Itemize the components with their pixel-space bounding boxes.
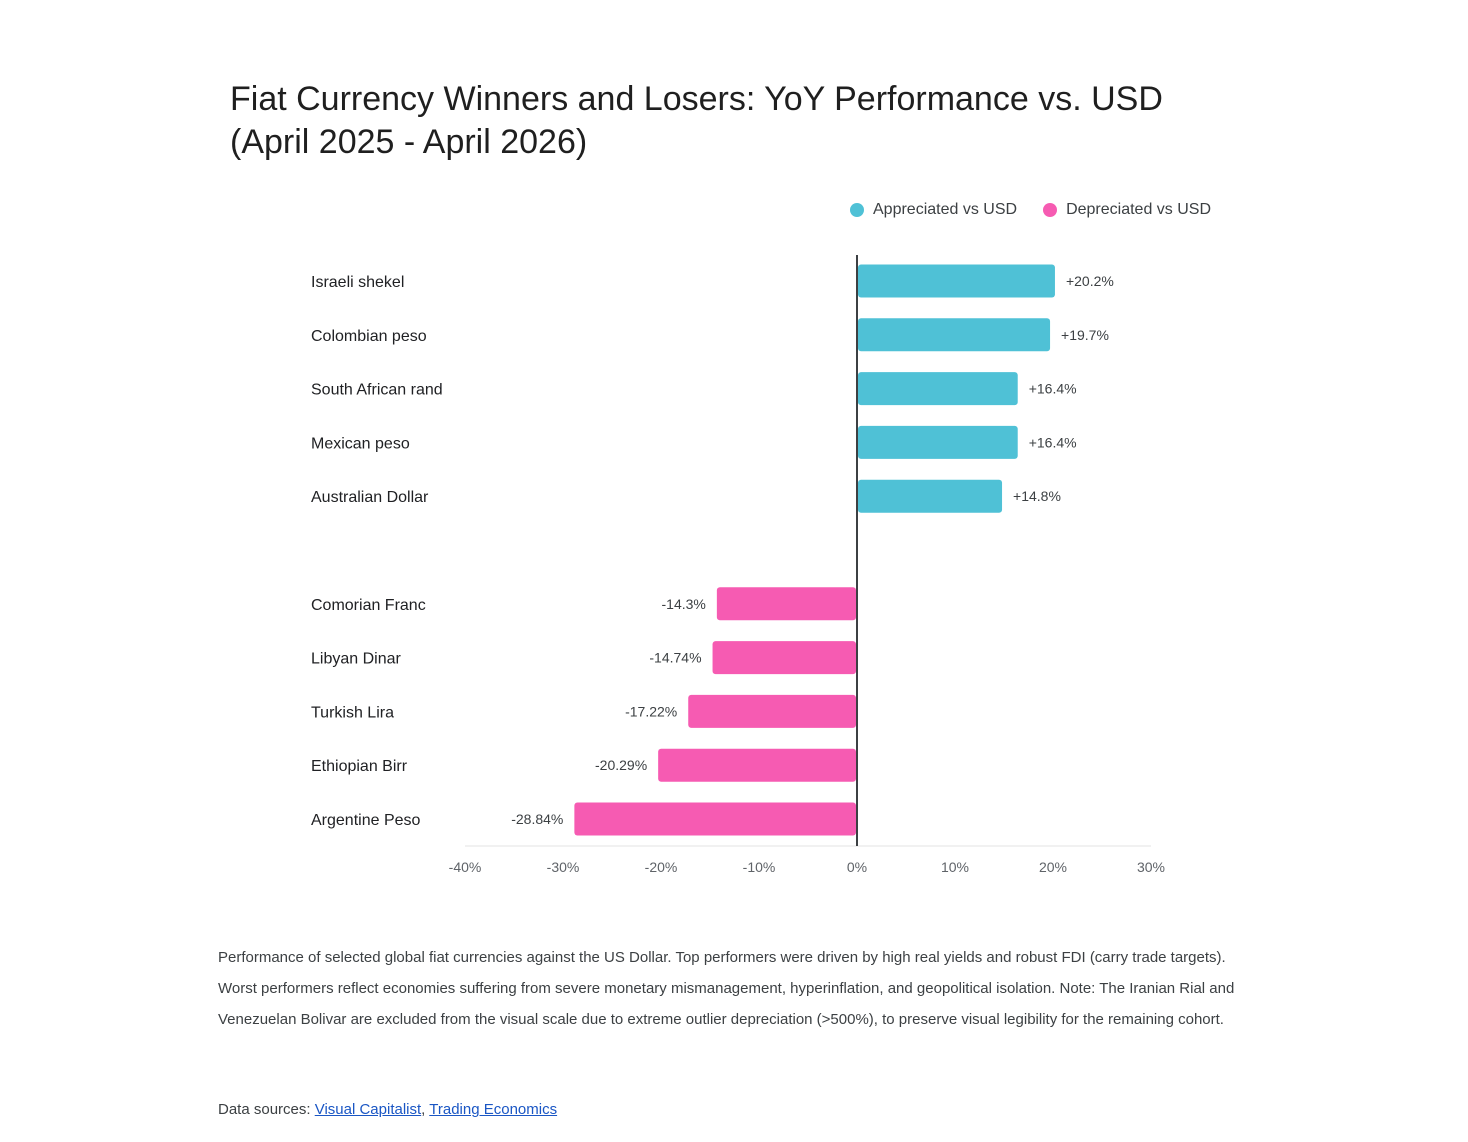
category-label-colombian-peso: Colombian peso [311, 328, 427, 345]
value-label-ethiopian-birr: -20.29% [595, 757, 647, 773]
bar-chart: Israeli shekel +20.2% Colombian peso +19.7%… [311, 255, 1165, 875]
source-separator: , [421, 1101, 426, 1118]
source-link-visual-capitalist[interactable]: Visual Capitalist [314, 1101, 422, 1118]
data-sources: Data sources: Visual Capitalist, Trading… [218, 1098, 557, 1122]
x-tick-label-6: 20% [1039, 859, 1067, 875]
value-label-israeli-shekel: +20.2% [1066, 273, 1114, 289]
chart-title: Fiat Currency Winners and Losers: YoY Pe… [230, 78, 1230, 164]
category-label-ethiopian-birr: Ethiopian Birr [311, 758, 408, 775]
chart-title-line-2: (April 2025 - April 2026) [230, 123, 588, 161]
x-tick-label-2: -20% [645, 859, 678, 875]
category-label-comorian-franc: Comorian Franc [311, 597, 426, 614]
x-tick-label-7: 30% [1137, 859, 1165, 875]
category-label-mexican-peso: Mexican peso [311, 435, 410, 452]
data-sources-prefix: Data sources: [218, 1101, 311, 1118]
chart-area: Israeli shekel +20.2% Colombian peso +19.7%… [311, 255, 1165, 875]
x-tick-label-0: -40% [449, 859, 482, 875]
x-tick-label-1: -30% [547, 859, 580, 875]
category-label-australian-dollar: Australian Dollar [311, 489, 429, 506]
value-label-australian-dollar: +14.8% [1013, 488, 1061, 504]
chart-caption: Performance of selected global fiat curr… [218, 949, 1235, 1028]
category-label-israeli-shekel: Israeli shekel [311, 274, 404, 291]
chart-title-line-1: Fiat Currency Winners and Losers: YoY Pe… [230, 80, 1163, 118]
legend-label-appreciated: Appreciated vs USD [873, 201, 1018, 218]
legend-item-appreciated[interactable]: Appreciated vs USD [850, 201, 1017, 219]
value-label-turkish-lira: -17.22% [625, 703, 677, 719]
legend-label-depreciated: Depreciated vs USD [1066, 201, 1212, 218]
value-label-argentine-peso: -28.84% [511, 811, 563, 827]
legend-dot-appreciated [850, 203, 864, 217]
category-label-argentine-peso: Argentine Peso [311, 812, 421, 829]
bar-comorian-franc [716, 587, 856, 621]
bar-australian-dollar [858, 479, 1003, 513]
category-label-libyan-dinar: Libyan Dinar [311, 651, 402, 668]
x-tick-label-5: 10% [941, 859, 969, 875]
bar-libyan-dinar [712, 641, 856, 675]
legend-dot-depreciated [1043, 203, 1058, 217]
value-label-libyan-dinar: -14.74% [649, 650, 701, 666]
category-label-turkish-lira: Turkish Lira [311, 704, 394, 721]
value-label-south-african-rand: +16.4% [1029, 381, 1077, 397]
bar-south-african-rand [858, 372, 1018, 406]
bar-mexican-peso [858, 425, 1018, 459]
bar-israeli-shekel [858, 264, 1055, 298]
value-label-mexican-peso: +16.4% [1029, 434, 1077, 450]
x-tick-label-4: 0% [847, 859, 867, 875]
chart-legend: Appreciated vs USD Depreciated vs USD [850, 201, 1211, 219]
value-label-comorian-franc: -14.3% [662, 596, 706, 612]
bar-turkish-lira [688, 694, 856, 728]
category-label-south-african-rand: South African rand [311, 382, 443, 399]
x-tick-label-3: -10% [743, 859, 776, 875]
legend-item-depreciated[interactable]: Depreciated vs USD [1043, 201, 1211, 219]
bar-ethiopian-birr [658, 748, 856, 782]
bar-argentine-peso [574, 802, 856, 836]
value-label-colombian-peso: +19.7% [1061, 327, 1109, 343]
source-link-trading-economics[interactable]: Trading Economics [429, 1101, 558, 1118]
bar-colombian-peso [858, 318, 1051, 352]
